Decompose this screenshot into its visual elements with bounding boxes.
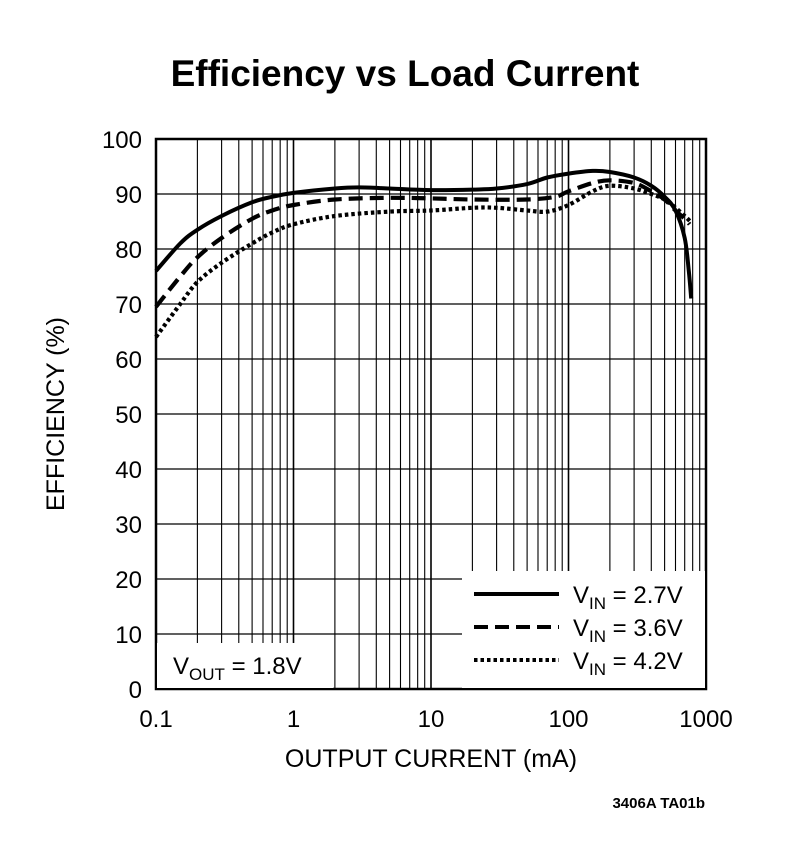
y-tick-label-0: 0 bbox=[129, 677, 142, 704]
legend-item-2: VIN = 3.6V bbox=[474, 615, 683, 646]
y-axis-label: EFFICIENCY (%) bbox=[42, 317, 70, 511]
series-line-dotted bbox=[154, 183, 692, 339]
y-tick-label-40: 40 bbox=[115, 457, 142, 484]
vout-annotation-text: VOUT = 1.8V bbox=[173, 653, 302, 684]
chart-title: Efficiency vs Load Current bbox=[171, 53, 640, 94]
y-tick-label-80: 80 bbox=[115, 237, 142, 264]
plot-frame bbox=[154, 137, 708, 691]
y-tick-labels: 0 10 20 30 40 50 60 70 80 90 100 bbox=[102, 127, 142, 704]
series-line-solid bbox=[154, 168, 694, 299]
legend-box bbox=[462, 571, 705, 688]
legend-label-1: VIN = 2.7V bbox=[573, 582, 683, 613]
x-tick-label-100: 100 bbox=[548, 706, 588, 733]
legend-item-1: VIN = 2.7V bbox=[474, 582, 683, 613]
legend-label-2: VIN = 3.6V bbox=[573, 615, 683, 646]
vout-annotation-box bbox=[157, 643, 333, 688]
y-tick-label-90: 90 bbox=[115, 182, 142, 209]
x-tick-labels: 0.1 1 10 100 1000 bbox=[139, 706, 732, 733]
vout-annotation: VOUT = 1.8V bbox=[157, 643, 333, 688]
y-tick-label-20: 20 bbox=[115, 567, 142, 594]
y-tick-label-30: 30 bbox=[115, 512, 142, 539]
y-tick-label-70: 70 bbox=[115, 292, 142, 319]
x-tick-label-1000: 1000 bbox=[679, 706, 732, 733]
x-axis-label: OUTPUT CURRENT (mA) bbox=[285, 745, 577, 773]
series-layer bbox=[154, 168, 694, 339]
y-tick-label-100: 100 bbox=[102, 127, 142, 154]
legend-item-3: VIN = 4.2V bbox=[474, 648, 683, 679]
y-tick-label-50: 50 bbox=[115, 402, 142, 429]
x-tick-label-0.1: 0.1 bbox=[139, 706, 172, 733]
y-tick-label-60: 60 bbox=[115, 347, 142, 374]
y-tick-label-10: 10 bbox=[115, 622, 142, 649]
x-tick-label-1: 1 bbox=[287, 706, 300, 733]
x-tick-label-10: 10 bbox=[418, 706, 445, 733]
figure-id-footnote: 3406A TA01b bbox=[612, 795, 705, 812]
legend-label-3: VIN = 4.2V bbox=[573, 648, 683, 679]
